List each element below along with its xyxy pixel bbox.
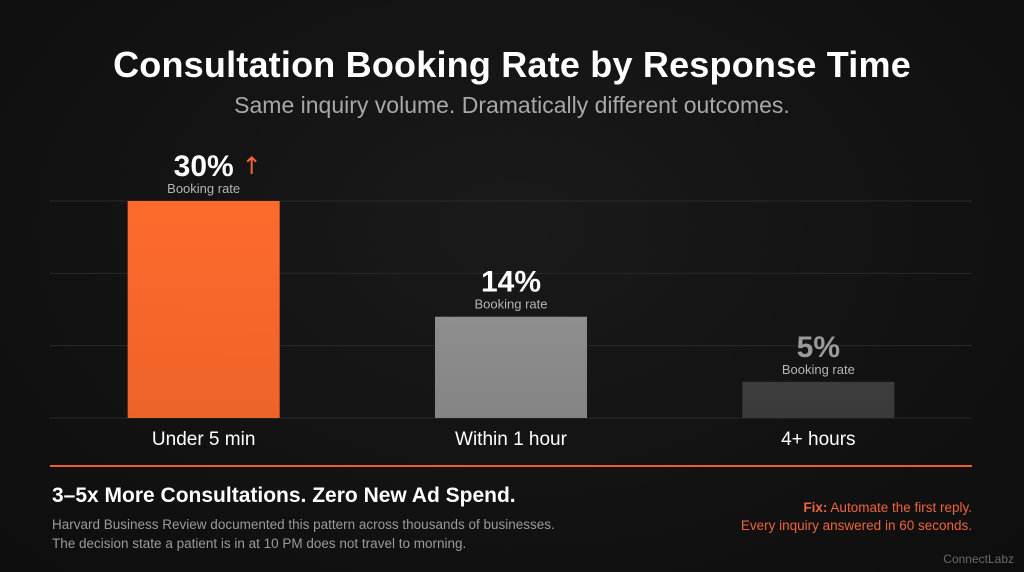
fix-callout: Fix: Automate the first reply. Every inq… xyxy=(741,499,972,535)
footer-body-line-2: The decision state a patient is in at 10… xyxy=(52,536,467,551)
fix-line-2: Every inquiry answered in 60 seconds. xyxy=(740,518,972,533)
booking-rate-label-3: Booking rate xyxy=(782,362,855,377)
divider-rule xyxy=(50,465,972,467)
category-label-3: 4+ hours xyxy=(781,429,855,450)
brand-watermark: ConnectLabz xyxy=(943,552,1014,566)
footer-body: Harvard Business Review documented this … xyxy=(52,515,555,553)
footer-headline: 3–5x More Consultations. Zero New Ad Spe… xyxy=(52,484,516,507)
bar-1 xyxy=(127,201,280,418)
value-label-2: 14% xyxy=(481,266,541,299)
booking-rate-label-2: Booking rate xyxy=(475,297,548,312)
chart-title: Consultation Booking Rate by Response Ti… xyxy=(113,44,911,85)
up-arrow-icon: ↑ xyxy=(242,152,262,180)
fix-label: Fix: xyxy=(803,500,828,515)
category-label-2: Within 1 hour xyxy=(455,429,568,450)
value-label-3: 5% xyxy=(797,331,840,364)
footer-body-line-1: Harvard Business Review documented this … xyxy=(52,517,555,532)
booking-rate-label-1: Booking rate xyxy=(167,181,240,196)
chart-subtitle: Same inquiry volume. Dramatically differ… xyxy=(234,92,790,118)
bar-3 xyxy=(742,381,895,418)
category-label-1: Under 5 min xyxy=(152,429,256,450)
fix-line-1: Automate the first reply. xyxy=(827,500,972,515)
value-label-1: 30% xyxy=(174,150,234,183)
bar-2 xyxy=(435,316,587,418)
